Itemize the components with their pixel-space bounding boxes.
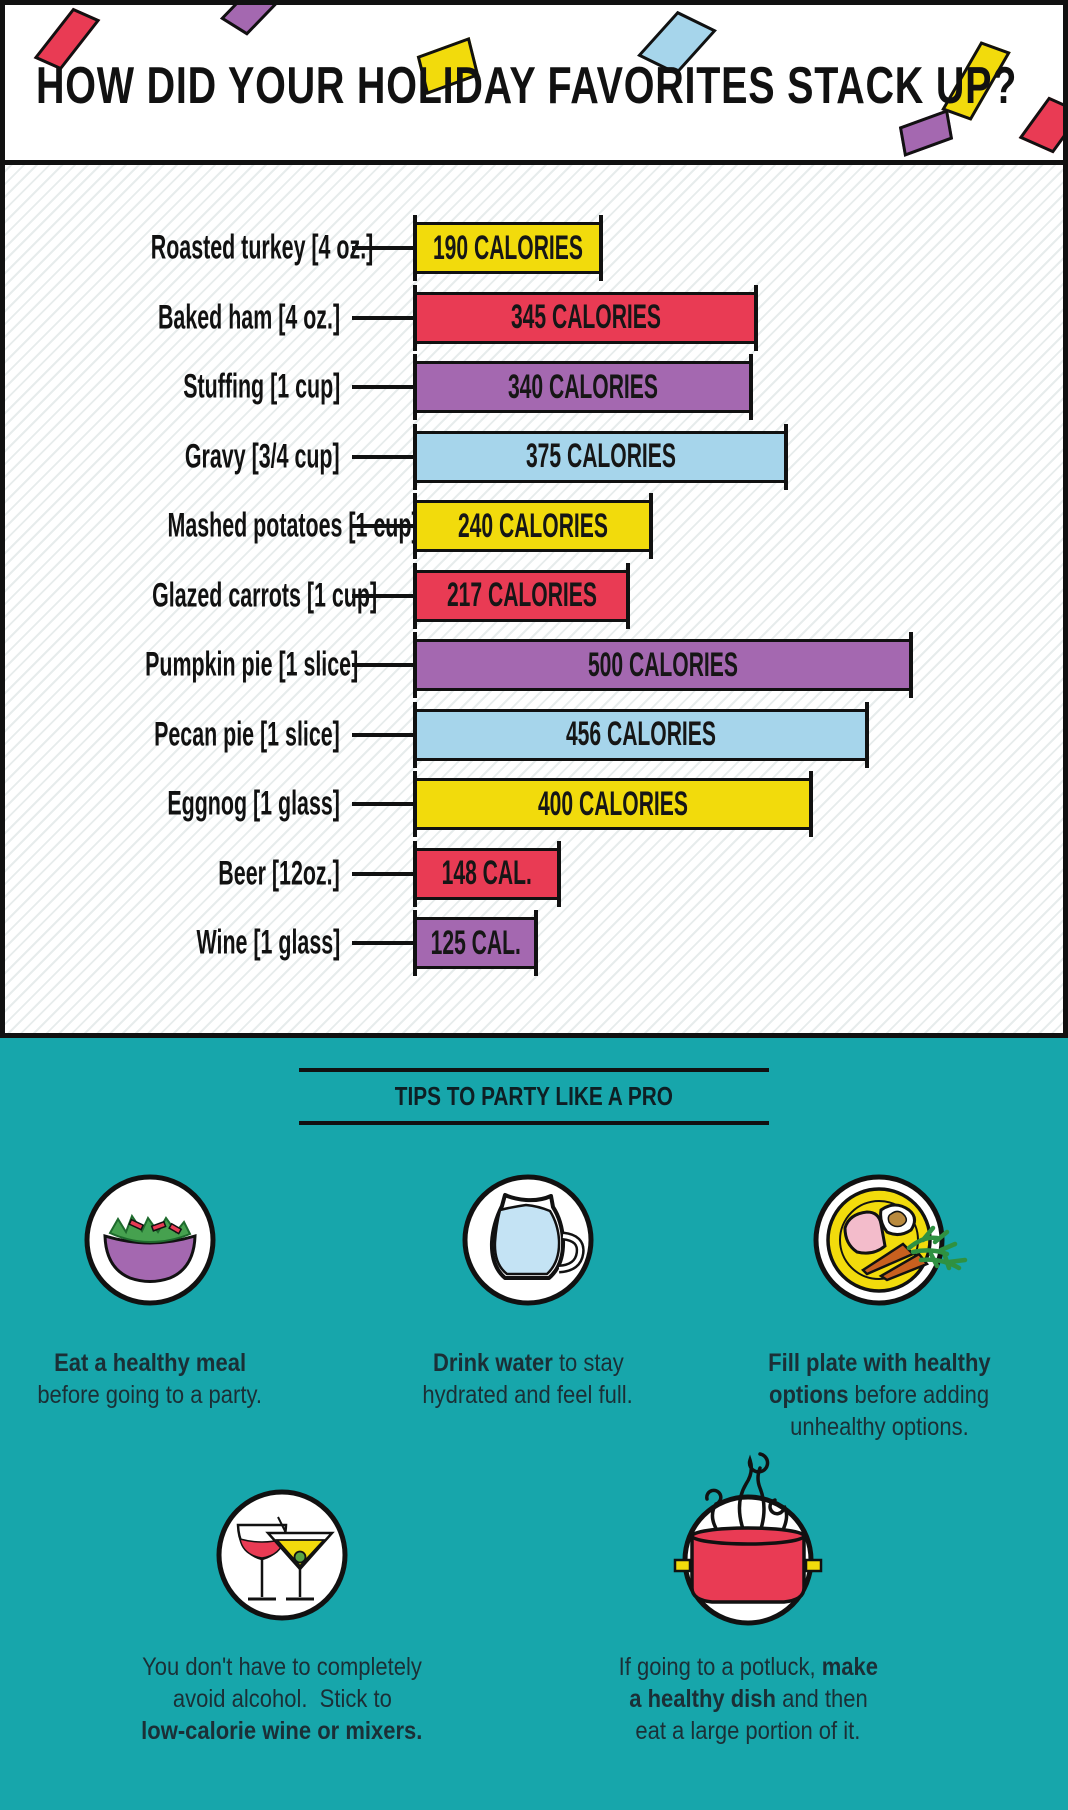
bar-connector-line	[352, 385, 413, 389]
chart-row: Wine [1 glass] 125 CAL.	[0, 910, 1068, 976]
bar-value-label: 375 CALORIES	[525, 437, 676, 475]
tips-heading: TIPS TO PARTY LIKE A PRO	[299, 1068, 769, 1125]
bar-value-label: 345 CALORIES	[510, 298, 661, 336]
chart-row: Pecan pie [1 slice] 456 CALORIES	[0, 701, 1068, 768]
tips-heading-text: TIPS TO PARTY LIKE A PRO	[299, 1072, 769, 1121]
bar-value-label: 456 CALORIES	[566, 715, 716, 753]
chart-row: Mashed potatoes [1 cup] 240 CALORIES	[0, 493, 1068, 559]
tip-text-line: Drink water to stay	[432, 1349, 624, 1377]
bar: 148 CAL.	[413, 840, 561, 907]
tip-text-line: You don't have to completely	[142, 1653, 422, 1681]
bar: 375 CALORIES	[413, 423, 788, 490]
bar-connector-line	[352, 246, 413, 250]
tip-text-line: avoid alcohol. Stick to	[172, 1685, 392, 1713]
bar-category-label: Stuffing [1 cup]	[182, 367, 340, 406]
tip-text: Drink water to stay hydrated and feel ful…	[308, 1347, 748, 1411]
bar: 217 CALORIES	[413, 562, 630, 629]
dinner-plate-icon	[813, 1174, 968, 1306]
heading-rule-top	[299, 1068, 769, 1072]
tip-text: Fill plate with healthy options before ad…	[659, 1347, 1068, 1443]
tip-text-line: options before adding	[768, 1381, 990, 1409]
salad-bowl-icon	[84, 1174, 216, 1306]
bar-category-label: Gravy [3/4 cup]	[185, 437, 340, 475]
bar-value-label: 217 CALORIES	[446, 576, 597, 614]
tip-text-line: hydrated and feel full.	[422, 1381, 634, 1409]
bar-value-label: 125 CAL.	[430, 923, 521, 962]
bar-value-label: 400 CALORIES	[538, 784, 688, 823]
bar: 190 CALORIES	[413, 215, 603, 281]
bar-value-label: 240 CALORIES	[458, 506, 608, 545]
chart-row: Gravy [3/4 cup] 375 CALORIES	[0, 423, 1068, 490]
bar-connector-line	[352, 663, 413, 667]
bar: 125 CAL.	[413, 910, 538, 976]
chart-row: Roasted turkey [4 oz.] 190 CALORIES	[0, 215, 1068, 281]
bar-connector-line	[352, 941, 413, 945]
tip-text-line: low-calorie wine or mixers.	[141, 1717, 423, 1745]
page-title-text: HOW DID YOUR HOLIDAY FAVORITES STACK UP?	[36, 57, 1018, 115]
bar-category-label: Eggnog [1 glass]	[167, 784, 340, 823]
bar-connector-line	[352, 732, 413, 737]
bar-value-label: 190 CALORIES	[433, 228, 583, 267]
tip-text-line: If going to a potluck, make	[618, 1653, 878, 1681]
chart-row: Glazed carrots [1 cup] 217 CALORIES	[0, 562, 1068, 629]
bar-connector-line	[352, 524, 413, 528]
water-pitcher-icon	[462, 1174, 594, 1306]
bar-category-label: Pecan pie [1 slice]	[154, 715, 340, 753]
tip-text-line: unhealthy options.	[789, 1413, 969, 1441]
bar-category-label: Roasted turkey [4 oz.]	[150, 228, 374, 267]
chart-row: Baked ham [4 oz.] 345 CALORIES	[0, 284, 1068, 351]
bar-value-label: 340 CALORIES	[508, 367, 658, 406]
chart-row: Eggnog [1 glass] 400 CALORIES	[0, 771, 1068, 837]
tip-text-line: a healthy dish and then	[628, 1685, 868, 1713]
bar-connector-line	[352, 593, 413, 598]
tip-text-line: Eat a healthy meal	[54, 1349, 246, 1377]
tip-text-line: eat a large portion of it.	[635, 1717, 861, 1745]
tip-text: You don't have to completely avoid alcoho…	[62, 1651, 502, 1747]
bar: 345 CALORIES	[413, 284, 758, 351]
tip-text-line: before going to a party.	[37, 1381, 263, 1409]
bar-connector-line	[352, 315, 413, 320]
chart-row: Pumpkin pie [1 slice] 500 CALORIES	[0, 632, 1068, 698]
tip-text-line: Fill plate with healthy	[767, 1349, 991, 1377]
header-divider-line	[0, 160, 1068, 165]
confetto-purple	[219, 0, 285, 36]
bar-connector-line	[352, 802, 413, 806]
heading-rule-bottom	[299, 1121, 769, 1125]
bar-connector-line	[352, 454, 413, 459]
bar-category-label: Baked ham [4 oz.]	[157, 298, 340, 336]
bar-value-label: 148 CAL.	[441, 854, 533, 892]
cocktail-glasses-icon	[216, 1489, 348, 1621]
bar-category-label: Glazed carrots [1 cup]	[152, 576, 378, 614]
tip-text: Eat a healthy meal before going to a part…	[0, 1347, 370, 1411]
header: HOW DID YOUR HOLIDAY FAVORITES STACK UP?	[0, 0, 1068, 160]
bar-connector-line	[352, 871, 413, 876]
tips-section: TIPS TO PARTY LIKE A PRO Eat a healthy m…	[0, 1038, 1068, 1810]
bar-value-label: 500 CALORIES	[588, 645, 738, 684]
bar: 400 CALORIES	[413, 771, 813, 837]
bar: 500 CALORIES	[413, 632, 913, 698]
bar-category-label: Wine [1 glass]	[196, 923, 340, 962]
page-title: HOW DID YOUR HOLIDAY FAVORITES STACK UP?	[36, 56, 1068, 116]
chart-row: Stuffing [1 cup] 340 CALORIES	[0, 354, 1068, 420]
bar: 240 CALORIES	[413, 493, 653, 559]
bar-category-label: Mashed potatoes [1 cup]	[167, 506, 419, 545]
chart-row: Beer [12oz.] 148 CAL.	[0, 840, 1068, 907]
bar-category-label: Pumpkin pie [1 slice]	[145, 645, 359, 684]
tip-text: If going to a potluck, make a healthy dis…	[528, 1651, 968, 1747]
bar: 340 CALORIES	[413, 354, 753, 420]
bar-category-label: Beer [12oz.]	[218, 854, 340, 892]
cooking-pot-icon	[673, 1452, 823, 1626]
confetto-purple	[898, 109, 954, 157]
tips-heading-label: TIPS TO PARTY LIKE A PRO	[394, 1081, 674, 1111]
bar: 456 CALORIES	[413, 701, 869, 768]
calorie-bar-chart: Roasted turkey [4 oz.] 190 CALORIES Baked …	[0, 165, 1068, 1038]
